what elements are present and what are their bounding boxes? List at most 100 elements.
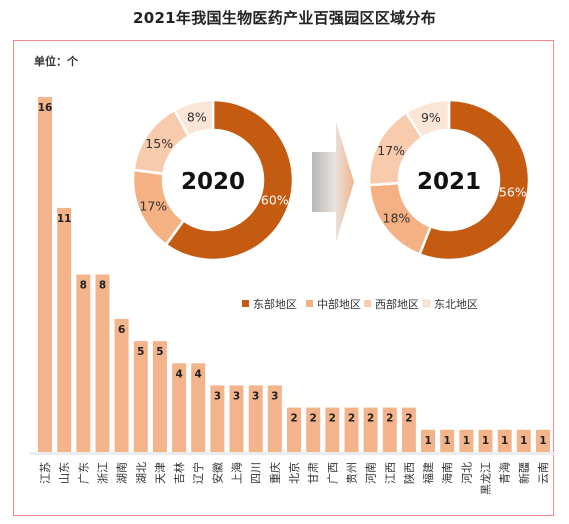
x-tick-label: 湖北 [135,462,148,484]
donut-2020-slice-东北地区 [172,98,215,138]
legend-label: 西部地区 [375,297,419,311]
donut-2020-percent-label: 15% [145,136,173,151]
bar-江西 [382,407,397,452]
bar-value-label: 4 [175,368,182,380]
x-tick-label: 云南 [537,462,550,484]
bar-河南 [363,407,378,452]
x-tick-label: 湖南 [116,462,129,484]
bar-天津 [152,341,167,452]
x-tick-label: 广西 [326,462,339,484]
x-tick-label: 江苏 [39,462,52,484]
bar-value-label: 1 [424,435,431,447]
x-tick-label: 甘肃 [307,462,320,484]
bar-新疆 [516,429,531,452]
bar-value-label: 8 [80,280,87,292]
bar-浙江 [95,274,110,452]
bar-value-label: 11 [57,213,72,225]
donut-center-year-label: 2020 [181,169,245,195]
bar-value-label: 1 [463,435,470,447]
bar-value-label: 1 [482,435,489,447]
bar-陕西 [401,407,416,452]
x-tick-label: 吉林 [172,462,186,484]
donut-center-year-label: 2021 [417,169,481,195]
bar-湖南 [114,318,129,452]
bar-value-label: 1 [520,435,527,447]
donut-2020-percent-label: 60% [261,193,289,208]
donut-2020-percent-label: 8% [187,110,207,125]
bar-北京 [287,407,301,452]
bar-value-label: 16 [38,102,53,114]
bar-四川 [248,385,263,452]
x-tick-label: 上海 [230,462,244,484]
chart-frame [13,40,554,516]
chart-title: 2021年我国生物医药产业百强园区区域分布 [132,9,437,27]
bar-吉林 [172,363,187,453]
bar-重庆 [267,385,282,452]
bar-value-label: 3 [252,390,259,402]
bar-湖北 [133,341,148,452]
bar-value-label: 6 [118,324,125,336]
donut-2021-percent-label: 56% [499,185,527,200]
unit-label: 单位：个 [34,55,78,68]
bar-value-label: 4 [195,368,202,380]
donut-2021-percent-label: 9% [421,110,441,125]
x-tick-label: 北京 [287,462,301,484]
bar-value-label: 2 [405,413,412,425]
x-tick-label: 青海 [498,462,512,484]
x-tick-label: 广东 [77,462,90,484]
x-tick-label: 河南 [365,462,378,484]
bar-value-label: 5 [156,346,163,358]
x-tick-label: 安徽 [210,462,224,484]
legend-swatch [242,300,249,307]
bar-value-label: 1 [444,435,451,447]
bar-贵州 [344,407,359,452]
bar-value-label: 2 [386,413,393,425]
bar-value-label: 2 [348,413,355,425]
donut-2021-percent-label: 18% [383,211,411,226]
bar-baseline-shadow [30,452,555,455]
bar-value-label: 2 [290,413,297,425]
bar-青海 [497,429,512,452]
bar-黑龙江 [478,429,493,452]
bar-安徽 [210,385,225,452]
transition-arrow-icon [312,122,354,242]
legend-swatch [306,300,313,307]
donut-2021-slice-东北地区 [404,98,451,140]
x-tick-label: 海南 [440,462,454,484]
bar-value-label: 2 [310,413,317,425]
legend-label: 东北地区 [434,298,478,311]
bar-福建 [421,429,436,452]
x-tick-label: 天津 [154,462,167,484]
bar-value-label: 2 [367,413,374,425]
x-tick-label: 重庆 [268,462,282,484]
x-tick-label: 贵州 [346,462,359,484]
x-tick-label: 浙江 [97,462,110,484]
bar-甘肃 [306,407,321,452]
legend-label: 中部地区 [317,297,361,311]
legend-label: 东部地区 [253,297,297,311]
donut-2021-percent-label: 17% [377,143,405,158]
bar-河北 [459,429,474,452]
bar-value-label: 3 [233,390,240,402]
x-tick-label: 陕西 [402,462,416,484]
x-tick-label: 河北 [460,462,473,484]
bar-value-label: 1 [539,435,546,447]
x-tick-label: 新疆 [517,462,531,484]
bar-江苏 [38,97,52,452]
donut-2020-percent-label: 17% [139,198,167,213]
bar-value-label: 2 [329,413,336,425]
legend-swatch [422,299,431,308]
bar-广西 [325,407,340,452]
x-tick-label: 江西 [384,462,397,484]
x-tick-label: 辽宁 [191,462,205,484]
x-tick-label: 山东 [58,462,71,484]
bar-value-label: 1 [501,435,508,447]
bar-上海 [229,385,244,452]
bar-value-label: 3 [214,390,221,402]
bar-山东 [57,207,72,452]
bar-value-label: 3 [271,390,278,402]
donut-2020-slice-东部地区 [164,98,295,262]
bar-value-label: 8 [99,280,106,292]
